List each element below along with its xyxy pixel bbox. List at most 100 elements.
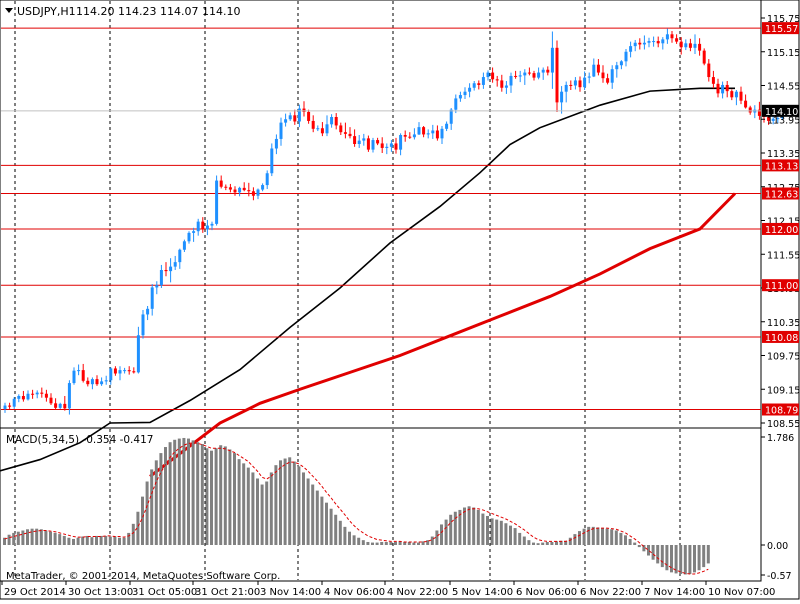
macd-bar <box>656 545 660 564</box>
macd-bar <box>568 537 572 545</box>
macd-bar <box>541 542 545 545</box>
x-tick-label: 31 Oct 05:00 <box>132 587 197 598</box>
candle-body <box>665 34 669 40</box>
macd-bar <box>237 459 241 545</box>
macd-bar <box>679 545 683 574</box>
macd-bar <box>380 541 384 545</box>
macd-bar <box>578 531 581 545</box>
candle-body <box>440 128 444 139</box>
macd-bar <box>81 536 85 545</box>
candle-body <box>721 84 725 94</box>
candle-body <box>54 403 58 408</box>
candle-body <box>31 393 35 395</box>
macd-bar <box>417 542 420 545</box>
macd-bar <box>329 508 333 545</box>
candle-body <box>458 95 462 99</box>
candle-body <box>302 108 306 112</box>
candle-body <box>40 392 44 394</box>
candle-body <box>638 42 642 45</box>
macd-bar <box>421 541 425 545</box>
macd-bar <box>348 531 351 545</box>
candle-body <box>435 130 439 139</box>
candle-body <box>757 109 761 116</box>
macd-bar <box>49 531 52 545</box>
candle-body <box>661 39 665 44</box>
macd-bar <box>582 528 586 545</box>
y-tick-label: 115.75 <box>767 14 800 25</box>
macd-bar <box>394 541 397 545</box>
macd-bar <box>670 545 673 573</box>
candle-body <box>619 61 623 66</box>
indicator-pane-frame <box>0 427 762 582</box>
macd-bar <box>683 545 687 575</box>
candle-body <box>767 117 771 121</box>
candle-body <box>642 42 646 45</box>
macd-bar <box>67 537 71 545</box>
macd-bar <box>601 528 604 545</box>
candle-body <box>422 127 426 135</box>
candle-body <box>371 140 375 150</box>
candle-body <box>514 75 518 77</box>
candle-body <box>366 138 370 150</box>
candle-body <box>118 370 122 374</box>
macd-bar <box>384 541 388 545</box>
macd-bar <box>30 528 34 545</box>
macd-bar <box>693 545 696 573</box>
macd-bar <box>706 545 710 564</box>
candle-body <box>95 379 99 385</box>
candle-body <box>256 189 260 196</box>
candle-body <box>182 241 186 250</box>
candle-body <box>67 383 71 409</box>
candle-body <box>624 51 628 62</box>
triangle-down-icon[interactable] <box>5 8 13 13</box>
candle-body <box>100 381 104 385</box>
candle-body <box>426 133 430 135</box>
candle-body <box>417 127 421 135</box>
candle-body <box>647 41 651 43</box>
candle-body <box>192 231 196 233</box>
macd-bar <box>16 531 20 545</box>
candle-body <box>486 72 490 78</box>
price-axis: 115.75115.15114.55113.95113.35112.75112.… <box>1 14 800 582</box>
candle-body <box>284 119 288 123</box>
candle-body <box>150 287 154 309</box>
y-tick-label: 112.15 <box>767 217 800 228</box>
candle-body <box>113 368 117 374</box>
candle-body <box>675 38 679 42</box>
macd-bar <box>357 537 361 545</box>
candle-body <box>159 270 163 286</box>
candle-body <box>242 187 246 191</box>
macd-bar <box>196 442 200 545</box>
candle-body <box>693 43 697 48</box>
candle-body <box>629 46 633 52</box>
macd-bar <box>76 537 80 545</box>
candle-body <box>58 403 62 408</box>
macd-bar <box>532 542 535 545</box>
candle-body <box>215 180 219 224</box>
level-price-tag <box>762 187 799 200</box>
macd-bar <box>472 507 476 545</box>
candle-body <box>652 41 656 43</box>
macd-bar <box>302 472 305 545</box>
macd-bar <box>62 535 66 545</box>
macd-bar <box>99 535 103 545</box>
candle-body <box>146 308 150 315</box>
candle-body <box>293 115 297 122</box>
candle-body <box>463 91 467 96</box>
symbol-header[interactable]: USDJPY,H1 114.20 114.23 114.07 114.10 <box>5 5 240 18</box>
candle-body <box>279 122 283 139</box>
candle-body <box>201 221 205 230</box>
y-tick-label: 108.55 <box>767 419 800 430</box>
macd-bar <box>3 537 6 545</box>
macd-bar <box>182 437 186 545</box>
candle-body <box>228 187 232 190</box>
level-price-label: 108.79 <box>765 406 798 417</box>
candle-body <box>399 135 403 150</box>
macd-bar <box>210 450 213 545</box>
level-price-label: 110.08 <box>765 333 798 344</box>
candle-body <box>431 130 435 134</box>
candle-body <box>196 221 200 232</box>
macd-bar <box>614 530 618 545</box>
